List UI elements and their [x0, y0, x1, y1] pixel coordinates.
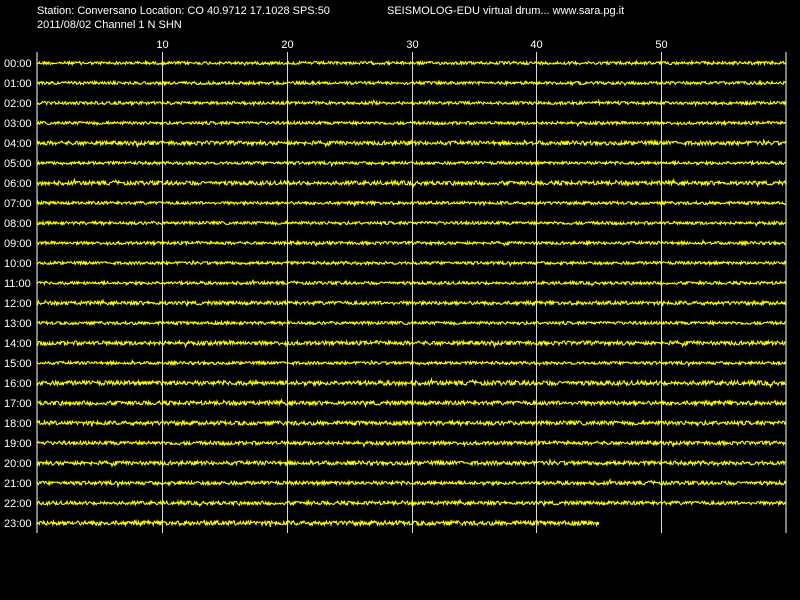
hour-label-0400: 04:00: [4, 138, 32, 150]
trace-row-1500: [36, 358, 786, 368]
hour-label-0900: 09:00: [4, 238, 32, 250]
hour-label-1700: 17:00: [4, 398, 32, 410]
hour-label-0000: 00:00: [4, 58, 32, 70]
app-title: SEISMOLOG-EDU virtual drum... www.sara.p…: [387, 5, 624, 17]
hour-label-1500: 15:00: [4, 358, 32, 370]
date-channel-info: 2011/08/02 Channel 1 N SHN: [37, 19, 182, 31]
trace-row-2100: [36, 478, 787, 489]
trace-row-1900: [36, 439, 786, 448]
trace-row-1400: [36, 338, 786, 349]
hour-label-1300: 13:00: [4, 318, 32, 330]
tick-label-minute-20: 20: [281, 39, 293, 51]
tick-label-minute-50: 50: [655, 39, 667, 51]
hour-label-1900: 19:00: [4, 438, 32, 450]
trace-row-1700: [36, 397, 787, 408]
hour-label-0300: 03:00: [4, 118, 32, 130]
trace-row-0800: [36, 219, 786, 228]
station-info: Station: Conversano Location: CO 40.9712…: [37, 5, 330, 17]
trace-row-0300: [36, 119, 786, 128]
hour-label-2000: 20:00: [4, 458, 32, 470]
trace-row-1600: [36, 376, 786, 389]
trace-row-0700: [36, 199, 786, 208]
hour-label-1400: 14:00: [4, 338, 32, 350]
hour-label-1000: 10:00: [4, 258, 32, 270]
hour-label-1600: 16:00: [4, 378, 32, 390]
hour-label-0800: 08:00: [4, 218, 32, 230]
trace-row-0100: [36, 79, 786, 87]
hour-label-0600: 06:00: [4, 178, 32, 190]
trace-row-0900: [36, 238, 786, 247]
hour-label-0100: 01:00: [4, 78, 32, 90]
trace-row-1100: [36, 278, 787, 287]
hour-labels: 00:00 01:00 02:00 03:00 04:00 05:00 06:00 07:00…: [4, 58, 32, 530]
hour-label-1800: 18:00: [4, 418, 32, 430]
trace-row-2200: [36, 498, 786, 508]
trace-row-1800: [36, 418, 786, 428]
tick-label-minute-30: 30: [406, 39, 418, 51]
minute-tick-labels: 10 20 30 40 50: [156, 39, 667, 51]
hour-label-1100: 11:00: [4, 278, 31, 290]
trace-row-0500: [36, 159, 786, 168]
trace-row-0200: [36, 98, 787, 108]
trace-row-1000: [36, 259, 787, 268]
trace-row-2000: [36, 458, 786, 468]
trace-row-1200: [36, 298, 787, 308]
tick-label-minute-40: 40: [530, 39, 542, 51]
hour-label-2100: 21:00: [4, 478, 32, 490]
hour-label-2200: 22:00: [4, 498, 32, 510]
hour-label-1200: 12:00: [4, 298, 32, 310]
tick-label-minute-10: 10: [156, 39, 168, 51]
seismic-traces: [36, 59, 787, 528]
trace-row-1300: [36, 319, 786, 327]
trace-row-2300: [36, 518, 600, 528]
minute-grid: [36, 52, 787, 533]
hour-label-0500: 05:00: [4, 158, 32, 170]
trace-row-0000: [36, 59, 786, 67]
trace-row-0400: [36, 138, 787, 149]
hour-label-0200: 02:00: [4, 98, 32, 110]
trace-row-0600: [36, 177, 787, 188]
hour-label-0700: 07:00: [4, 198, 32, 210]
hour-label-2300: 23:00: [4, 518, 32, 530]
